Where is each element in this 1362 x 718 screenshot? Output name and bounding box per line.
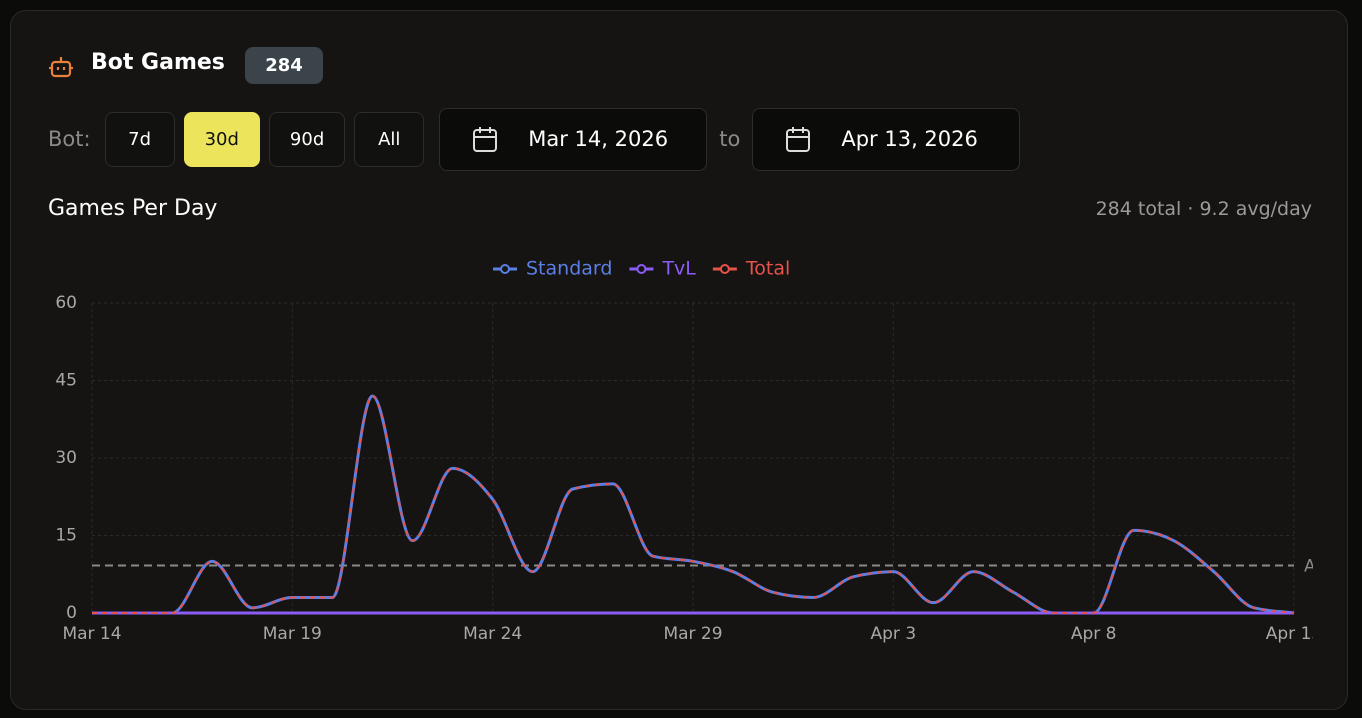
filter-bar: Bot: 7d 30d 90d All Mar 14, 2026 to Apr 13,… bbox=[48, 107, 1021, 171]
section-title: Bot Games bbox=[91, 50, 225, 75]
range-button[interactable]: 30d bbox=[183, 111, 260, 167]
legend-label: Total bbox=[745, 258, 790, 280]
y-tick-label: 45 bbox=[55, 371, 77, 391]
count-badge: 284 bbox=[245, 47, 323, 84]
end-date: Apr 13, 2026 bbox=[841, 127, 978, 151]
y-tick-label: 0 bbox=[66, 603, 77, 623]
x-tick-label: Apr 8 bbox=[1071, 624, 1117, 644]
y-tick-label: 15 bbox=[55, 526, 77, 546]
range-buttons: 7d 30d 90d All bbox=[104, 111, 425, 167]
start-date: Mar 14, 2026 bbox=[528, 127, 669, 151]
calendar-icon bbox=[473, 127, 498, 152]
x-tick-label: Mar 19 bbox=[263, 624, 322, 644]
y-tick-label: 30 bbox=[55, 448, 77, 468]
range-button[interactable]: 90d bbox=[268, 111, 346, 167]
end-date-input[interactable]: Apr 13, 2026 bbox=[752, 107, 1021, 171]
x-tick-label: Apr 3 bbox=[871, 624, 917, 644]
bot-icon bbox=[49, 57, 73, 78]
start-date-input[interactable]: Mar 14, 2026 bbox=[439, 107, 708, 171]
date-separator: to bbox=[719, 127, 741, 151]
filter-label: Bot: bbox=[48, 127, 91, 151]
calendar-icon bbox=[786, 127, 811, 152]
range-button[interactable]: 7d bbox=[104, 111, 175, 167]
x-tick-label: Mar 14 bbox=[62, 624, 121, 644]
chart-title: Games Per Day bbox=[48, 196, 218, 221]
legend-label: TvL bbox=[661, 258, 696, 280]
legend-label: Standard bbox=[526, 258, 612, 280]
y-tick-label: 60 bbox=[55, 293, 77, 313]
legend-marker bbox=[500, 264, 510, 274]
legend-marker bbox=[719, 264, 730, 274]
range-button[interactable]: All bbox=[354, 111, 425, 167]
x-tick-label: Mar 24 bbox=[463, 624, 522, 644]
legend-marker bbox=[636, 264, 647, 274]
reference-label: Avg bbox=[1304, 556, 1336, 576]
x-tick-label: Mar 29 bbox=[663, 624, 722, 644]
chart-summary: 284 total · 9.2 avg/day bbox=[1095, 198, 1312, 220]
legend: Standard TvL Total bbox=[493, 258, 790, 280]
x-tick-label: Apr 13 bbox=[1266, 624, 1322, 644]
series-line bbox=[92, 395, 1295, 614]
